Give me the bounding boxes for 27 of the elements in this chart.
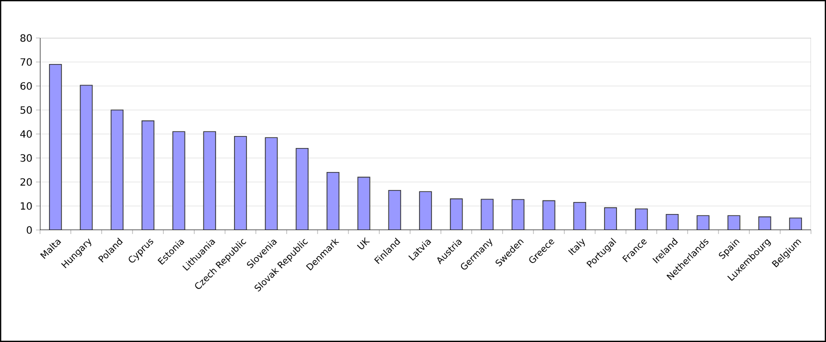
bar — [419, 191, 432, 230]
bar — [388, 190, 402, 230]
bar — [142, 120, 154, 230]
y-tick-label: 80 — [20, 34, 32, 42]
bar — [234, 136, 247, 230]
bar — [758, 216, 771, 230]
bar — [296, 148, 309, 230]
bar — [573, 202, 586, 230]
y-tick-label: 0 — [26, 226, 32, 234]
bar — [80, 84, 93, 230]
y-tick-label: 70 — [20, 58, 32, 66]
y-tick-label: 40 — [20, 130, 32, 138]
bar — [450, 198, 463, 230]
x-tick-label: UK — [356, 237, 370, 250]
bar — [203, 131, 216, 230]
y-tick-label: 20 — [20, 178, 32, 186]
bar — [480, 198, 494, 230]
bar — [110, 110, 124, 230]
y-tick-label: 60 — [20, 82, 32, 90]
y-tick-label: 10 — [20, 202, 32, 210]
bar — [357, 176, 370, 230]
y-tick-label: 50 — [20, 106, 32, 114]
bar — [326, 172, 340, 230]
bar — [264, 137, 278, 230]
bar — [49, 64, 62, 230]
bar — [172, 131, 186, 230]
y-tick-label: 30 — [20, 154, 32, 162]
